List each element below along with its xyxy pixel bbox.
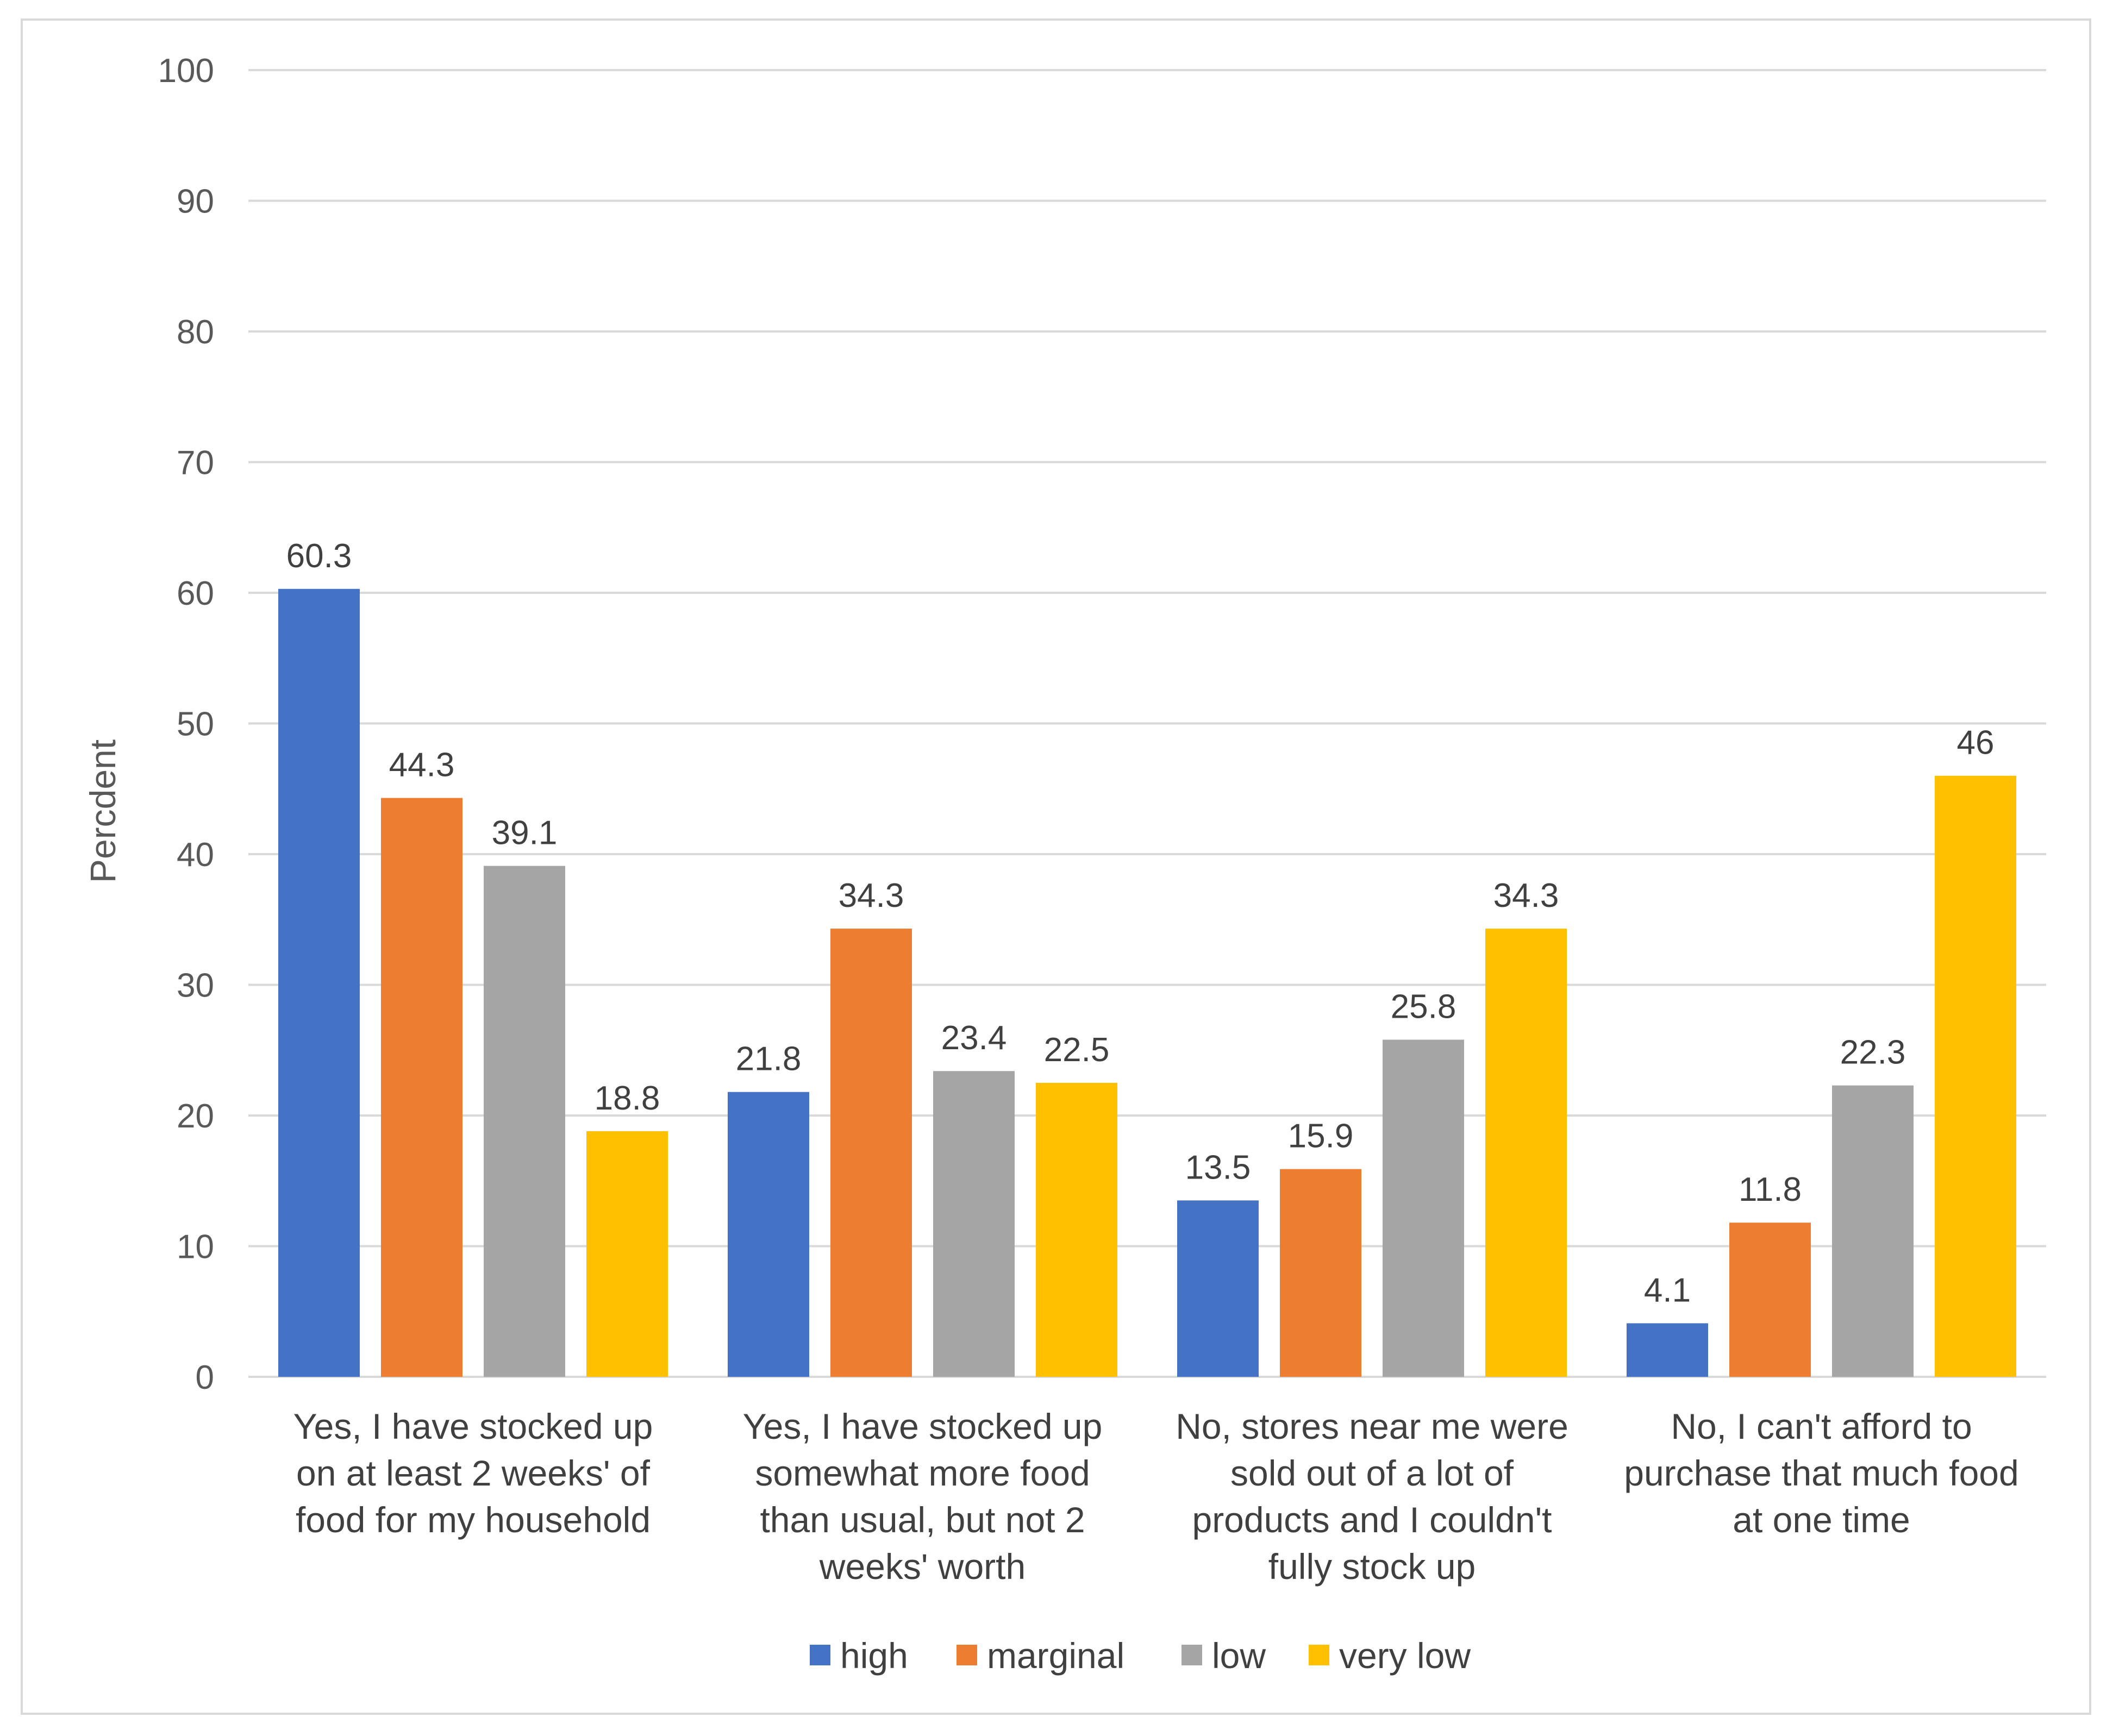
- category-label-3-line-3: products and I couldn't: [1192, 1500, 1552, 1540]
- bar-low-1: [484, 866, 565, 1377]
- legend-swatch-marginal: [957, 1645, 977, 1665]
- legend: high marginal low very low: [810, 1635, 1471, 1676]
- category-label-2-line-1: Yes, I have stocked up: [743, 1406, 1103, 1446]
- data-label-marginal-3: 15.9: [1288, 1118, 1354, 1155]
- data-label-marginal-1: 44.3: [389, 747, 455, 784]
- data-label-marginal-2: 34.3: [839, 877, 904, 914]
- data-label-very-low-4: 46: [1957, 724, 1995, 762]
- data-labels: 60.3 21.8 13.5 4.1 44.3 34.3 15.9 11.8 39.1 23.4 2…: [286, 537, 1995, 1309]
- y-tick-label-100: 100: [158, 52, 214, 90]
- y-axis-ticks: 0 10 20 30 40 50 60 70 80 90 100: [158, 52, 214, 1396]
- category-label-2-line-3: than usual, but not 2: [760, 1500, 1085, 1540]
- chart-area: 0 10 20 30 40 50 60 70 80 90 100 60.3 21.8 13.5 4.1 44…: [21, 18, 2091, 1715]
- bar-high-3: [1177, 1200, 1259, 1377]
- y-tick-label-60: 60: [177, 575, 214, 612]
- legend-swatch-low: [1181, 1645, 1202, 1665]
- category-label-4-line-1: No, I can't afford to: [1671, 1406, 1972, 1446]
- bar-high-2: [728, 1092, 809, 1377]
- bar-marginal-3: [1280, 1169, 1361, 1377]
- bar-high-1: [278, 588, 360, 1377]
- y-tick-label-20: 20: [177, 1098, 214, 1135]
- category-label-1-line-1: Yes, I have stocked up: [293, 1406, 653, 1446]
- bar-marginal-1: [381, 798, 462, 1377]
- y-tick-label-50: 50: [177, 706, 214, 743]
- legend-label-high: high: [840, 1635, 908, 1676]
- legend-swatch-high: [810, 1645, 830, 1665]
- data-label-high-1: 60.3: [286, 537, 352, 575]
- bar-very-low-1: [586, 1131, 668, 1377]
- category-label-3-line-2: sold out of a lot of: [1230, 1453, 1514, 1493]
- category-label-3-line-4: fully stock up: [1268, 1546, 1476, 1587]
- bar-low-4: [1832, 1085, 1914, 1377]
- data-label-low-1: 39.1: [492, 814, 558, 852]
- legend-label-very-low: very low: [1339, 1635, 1471, 1676]
- category-label-3-line-1: No, stores near me were: [1176, 1406, 1568, 1446]
- data-label-very-low-3: 34.3: [1493, 877, 1559, 914]
- bar-very-low-3: [1485, 929, 1567, 1377]
- category-label-2-line-4: weeks' worth: [819, 1546, 1026, 1587]
- x-axis-categories: Yes, I have stocked up on at least 2 week…: [293, 1406, 2019, 1587]
- data-label-very-low-2: 22.5: [1044, 1031, 1110, 1069]
- category-label-2-line-2: somewhat more food: [755, 1453, 1090, 1493]
- data-label-high-4: 4.1: [1644, 1271, 1691, 1309]
- bar-very-low-4: [1935, 775, 2016, 1377]
- y-tick-label-30: 30: [177, 967, 214, 1005]
- y-tick-label-40: 40: [177, 836, 214, 874]
- bars: [278, 588, 2016, 1377]
- category-label-1-line-2: on at least 2 weeks' of: [296, 1453, 651, 1493]
- bar-marginal-4: [1729, 1223, 1811, 1377]
- y-tick-label-0: 0: [196, 1359, 214, 1396]
- y-tick-label-90: 90: [177, 183, 214, 221]
- legend-label-low: low: [1212, 1635, 1266, 1676]
- y-tick-label-10: 10: [177, 1229, 214, 1266]
- data-label-low-3: 25.8: [1391, 988, 1456, 1026]
- bar-low-3: [1383, 1039, 1464, 1377]
- category-label-4-line-3: at one time: [1733, 1500, 1910, 1540]
- data-label-low-4: 22.3: [1840, 1034, 1906, 1071]
- bar-high-4: [1627, 1323, 1708, 1377]
- data-label-very-low-1: 18.8: [595, 1080, 660, 1117]
- bar-chart: 0 10 20 30 40 50 60 70 80 90 100 60.3 21.8 13.5 4.1 44…: [83, 52, 2046, 1676]
- y-tick-label-80: 80: [177, 314, 214, 351]
- data-label-marginal-4: 11.8: [1739, 1171, 1802, 1208]
- data-label-high-2: 21.8: [736, 1041, 802, 1078]
- data-label-high-3: 13.5: [1185, 1149, 1251, 1186]
- legend-label-marginal: marginal: [987, 1635, 1124, 1676]
- y-axis-title: Percdent: [83, 739, 123, 883]
- bar-low-2: [933, 1071, 1015, 1377]
- data-label-low-2: 23.4: [941, 1019, 1007, 1057]
- bar-very-low-2: [1036, 1082, 1117, 1377]
- legend-swatch-very-low: [1309, 1645, 1329, 1665]
- category-label-1-line-3: food for my household: [296, 1500, 651, 1540]
- y-tick-label-70: 70: [177, 444, 214, 482]
- bar-marginal-2: [830, 929, 912, 1377]
- category-label-4-line-2: purchase that much food: [1624, 1453, 2018, 1493]
